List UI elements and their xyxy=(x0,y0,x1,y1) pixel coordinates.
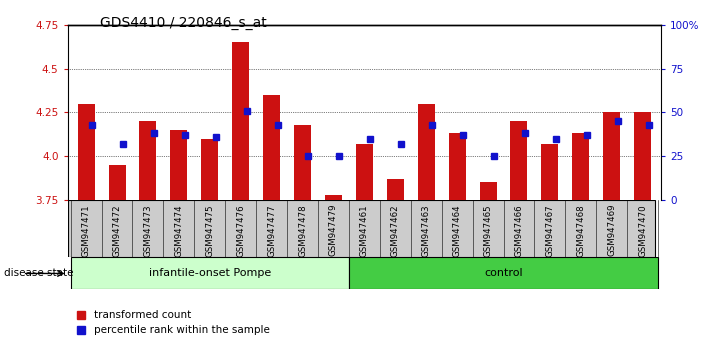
Legend: transformed count, percentile rank within the sample: transformed count, percentile rank withi… xyxy=(73,306,274,339)
Text: GSM947468: GSM947468 xyxy=(577,204,585,257)
Text: disease state: disease state xyxy=(4,268,73,278)
Bar xyxy=(418,104,434,200)
Bar xyxy=(109,165,126,200)
Bar xyxy=(634,113,651,200)
Bar xyxy=(171,130,188,200)
Text: GSM947467: GSM947467 xyxy=(545,204,555,257)
Text: GSM947474: GSM947474 xyxy=(174,204,183,257)
Bar xyxy=(356,144,373,200)
Bar xyxy=(139,121,156,200)
Text: infantile-onset Pompe: infantile-onset Pompe xyxy=(149,268,271,278)
Bar xyxy=(479,182,496,200)
Text: GSM947464: GSM947464 xyxy=(453,204,461,257)
Bar xyxy=(325,195,342,200)
Bar xyxy=(70,257,349,289)
Text: GSM947469: GSM947469 xyxy=(607,204,616,257)
Text: control: control xyxy=(484,268,523,278)
Bar xyxy=(77,104,95,200)
Text: GSM947477: GSM947477 xyxy=(267,204,276,257)
Bar xyxy=(263,95,280,200)
Bar xyxy=(510,121,528,200)
Text: GSM947478: GSM947478 xyxy=(298,204,307,257)
Text: GSM947479: GSM947479 xyxy=(329,204,338,257)
Bar xyxy=(294,125,311,200)
Bar xyxy=(572,133,589,200)
Text: GSM947473: GSM947473 xyxy=(144,204,152,257)
Bar xyxy=(541,144,558,200)
Text: GSM947462: GSM947462 xyxy=(391,204,400,257)
Text: GSM947466: GSM947466 xyxy=(515,204,523,257)
Bar xyxy=(232,42,250,200)
Bar xyxy=(449,133,466,200)
Bar xyxy=(349,257,658,289)
Text: GDS4410 / 220846_s_at: GDS4410 / 220846_s_at xyxy=(100,16,267,30)
Text: GSM947476: GSM947476 xyxy=(236,204,245,257)
Text: GSM947463: GSM947463 xyxy=(422,204,431,257)
Bar xyxy=(387,179,404,200)
Bar xyxy=(603,113,620,200)
Text: GSM947471: GSM947471 xyxy=(82,204,90,257)
Text: GSM947475: GSM947475 xyxy=(205,204,214,257)
Text: GSM947472: GSM947472 xyxy=(112,204,122,257)
Text: GSM947470: GSM947470 xyxy=(638,204,647,257)
Text: GSM947461: GSM947461 xyxy=(360,204,369,257)
Bar xyxy=(201,139,218,200)
Text: GSM947465: GSM947465 xyxy=(483,204,493,257)
